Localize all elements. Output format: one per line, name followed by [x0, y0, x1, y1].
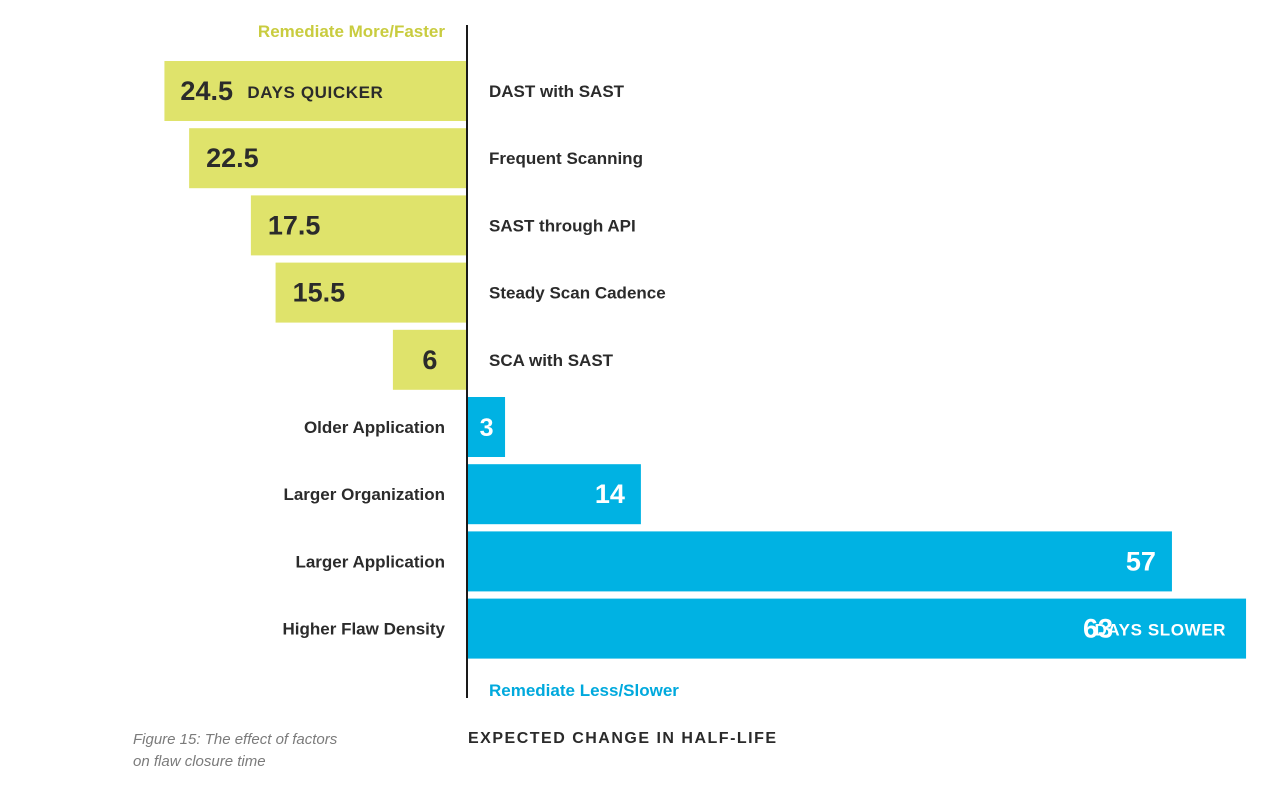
bar-0 [164, 61, 468, 121]
bar-6 [468, 464, 641, 525]
bar-3 [275, 262, 467, 323]
value-label-6: 14 [595, 479, 625, 509]
value-label-4: 6 [422, 345, 437, 375]
bar-8 [468, 598, 1247, 659]
bar-5 [468, 397, 506, 457]
category-label-5: Older Application [304, 418, 445, 437]
bar-2 [250, 195, 467, 256]
bar-1 [189, 128, 467, 189]
category-label-3: Steady Scan Cadence [489, 284, 666, 303]
direction-label-faster: Remediate More/Faster [258, 22, 445, 41]
category-label-8: Higher Flaw Density [283, 620, 446, 639]
caption-line-2: on flaw closure time [133, 753, 266, 770]
figure-caption: Figure 15: The effect of factors on flaw… [133, 729, 393, 773]
value-label-0: 24.5 [180, 76, 233, 106]
category-label-1: Frequent Scanning [489, 149, 643, 168]
category-label-0: DAST with SAST [489, 82, 625, 101]
bar-4 [392, 329, 467, 390]
value-label-5: 3 [480, 414, 494, 442]
unit-label-quicker: DAYS QUICKER [247, 83, 383, 102]
value-label-7: 57 [1126, 546, 1156, 576]
value-label-8: 63 [1083, 614, 1113, 644]
category-label-6: Larger Organization [283, 485, 445, 504]
value-label-3: 15.5 [293, 278, 346, 308]
category-label-2: SAST through API [489, 216, 636, 235]
value-label-2: 17.5 [268, 210, 321, 240]
caption-line-1: Figure 15: The effect of factors [133, 731, 338, 748]
direction-label-slower: Remediate Less/Slower [489, 681, 679, 700]
bar-7 [468, 531, 1172, 592]
unit-label-slower: DAYS SLOWER [1094, 621, 1226, 640]
category-label-4: SCA with SAST [489, 351, 614, 370]
value-label-1: 22.5 [206, 143, 259, 173]
category-label-7: Larger Application [295, 552, 445, 571]
x-axis-title: EXPECTED CHANGE IN HALF-LIFE [468, 730, 778, 747]
